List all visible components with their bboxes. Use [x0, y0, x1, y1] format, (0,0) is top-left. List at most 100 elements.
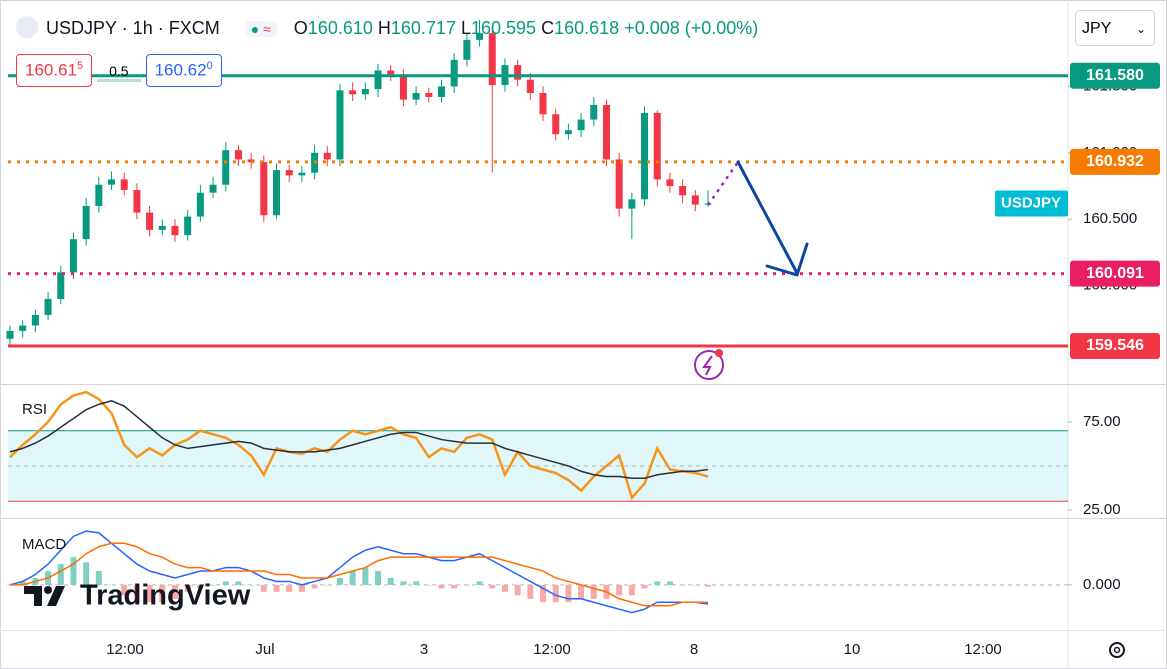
histogram-bar — [565, 584, 572, 603]
candle-body — [222, 150, 230, 185]
histogram-bar — [616, 584, 623, 596]
change-pct: (+0.00%) — [684, 18, 759, 38]
level-badge — [1070, 260, 1160, 287]
level-label: 160.932 — [1086, 153, 1144, 170]
candle-body — [539, 93, 547, 115]
histogram-bar — [527, 584, 534, 599]
line — [10, 542, 708, 607]
candle-body — [146, 212, 154, 230]
histogram-bar — [184, 584, 191, 592]
currency-select[interactable]: JPY ⌄ — [1075, 10, 1155, 46]
change: +0.008 — [624, 18, 680, 38]
histogram-bar — [540, 584, 547, 603]
histogram-bar — [375, 571, 382, 585]
candle-body — [285, 170, 293, 176]
candle-body — [425, 93, 433, 97]
candle-body — [19, 325, 27, 331]
plot: 12:00Jul312:0081012:00160.000160.500161.… — [6, 19, 1160, 658]
candle-body — [69, 239, 77, 273]
histogram-bar — [311, 584, 318, 589]
ask-pip: 0 — [206, 60, 213, 72]
symbol[interactable]: USDJPY · 1h · FXCM — [46, 18, 220, 38]
histogram-bar — [628, 584, 635, 596]
histogram-bar — [349, 571, 356, 585]
candle-body — [679, 186, 687, 196]
candle-body — [57, 272, 65, 299]
x-tick-label: Jul — [255, 641, 274, 658]
histogram-bar — [146, 584, 153, 603]
c-value: 160.618 — [554, 18, 620, 38]
histogram-bar — [476, 581, 483, 585]
settings-icon-center — [1113, 646, 1121, 654]
candle-body — [488, 33, 496, 86]
histogram-bar — [57, 564, 64, 585]
line — [9, 400, 709, 480]
o-value: 160.610 — [307, 18, 373, 38]
candle-body — [260, 162, 268, 216]
candle-body — [450, 59, 458, 87]
histogram-bar — [641, 584, 648, 589]
candle-body — [577, 119, 585, 131]
candle-body — [298, 172, 306, 176]
candle-body — [273, 170, 281, 216]
histogram-bar — [666, 581, 673, 585]
candle-body — [374, 70, 382, 90]
currency: JPY — [1082, 20, 1112, 37]
candle-body — [463, 39, 471, 60]
candle-body — [399, 74, 407, 100]
histogram-bar — [273, 584, 280, 592]
candle-body — [437, 86, 445, 97]
level-badge — [1070, 148, 1160, 175]
settings-icon[interactable] — [1109, 642, 1125, 658]
histogram-bar — [159, 584, 166, 603]
pane-title: RSI — [22, 401, 47, 418]
candle-body — [476, 33, 484, 40]
status-badge: ● ≈ — [244, 21, 277, 37]
pane-title: MACD — [22, 536, 66, 553]
event-icon-bolt — [702, 355, 713, 376]
histogram-bar — [552, 584, 559, 603]
level-label: 159.546 — [1086, 337, 1144, 354]
sell-button[interactable]: 160.615 — [16, 54, 93, 87]
histogram-bar — [298, 584, 305, 592]
candle-body — [336, 90, 344, 160]
histogram-bar — [248, 584, 255, 586]
candle-body — [234, 150, 242, 160]
histogram-bar — [336, 577, 343, 585]
line — [9, 390, 709, 501]
candle-body — [552, 114, 560, 135]
projection-dots — [706, 161, 740, 206]
candle-body — [590, 104, 598, 120]
histogram-bar — [578, 584, 585, 599]
candle-body — [666, 179, 674, 187]
histogram-bar — [679, 584, 686, 586]
x-tick-label: 8 — [690, 641, 698, 658]
event-dot — [715, 349, 723, 357]
candle-body — [44, 298, 52, 315]
trade-panel: 160.615 0.5 160.620 — [16, 54, 222, 87]
l-value: 160.595 — [471, 18, 537, 38]
h-value: 160.717 — [390, 18, 456, 38]
candle-body — [82, 205, 90, 240]
x-tick-label: 3 — [420, 641, 428, 658]
level-label: 160.091 — [1086, 265, 1144, 282]
candle-body — [184, 216, 192, 236]
histogram-bar — [70, 557, 77, 585]
level-badge — [1070, 62, 1160, 89]
histogram-bar — [286, 584, 293, 592]
level-label: 161.580 — [1086, 67, 1144, 84]
histogram-bar — [489, 584, 496, 589]
l-label: L — [460, 18, 471, 38]
event-icon[interactable] — [694, 350, 724, 380]
buy-button[interactable]: 160.620 — [145, 54, 222, 87]
histogram-bar — [19, 581, 26, 585]
y-tick-label: 25.00 — [1083, 501, 1121, 518]
histogram-bar — [425, 584, 432, 586]
candle-body — [196, 192, 204, 217]
x-tick-label: 10 — [844, 641, 861, 658]
candle-body — [387, 70, 395, 75]
candle-body — [323, 152, 331, 160]
histogram-bar — [413, 581, 420, 585]
histogram-bar — [324, 584, 331, 586]
